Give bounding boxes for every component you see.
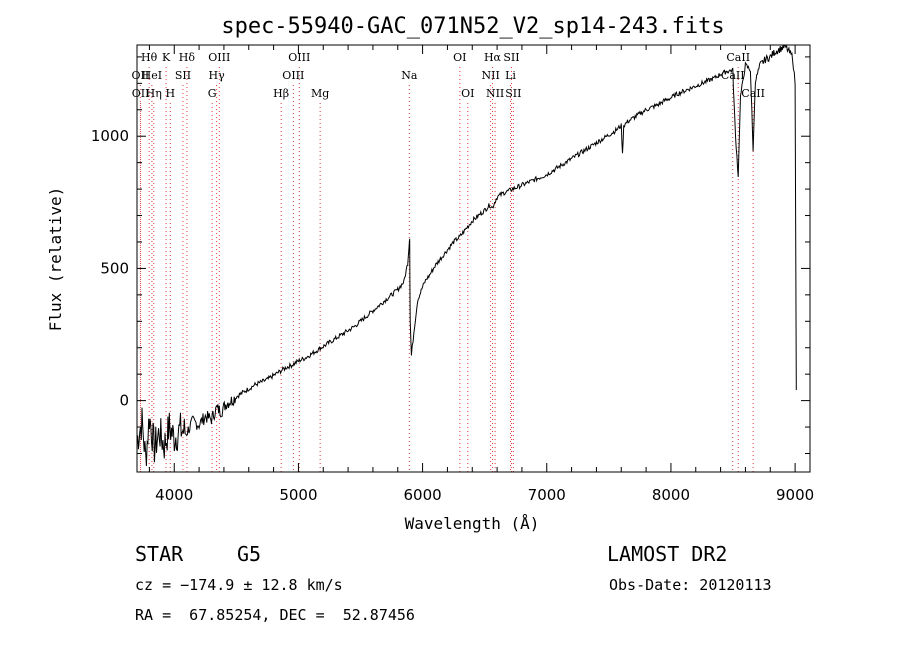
line-marker-label: Mg <box>311 87 329 100</box>
line-marker-label: OI <box>461 87 474 100</box>
ra-dec: RA = 67.85254, DEC = 52.87456 <box>135 606 415 624</box>
line-marker-label: NII <box>486 87 504 100</box>
y-tick-label: 1000 <box>91 127 129 145</box>
y-tick-label: 500 <box>100 259 129 277</box>
y-tick-label: 0 <box>119 392 129 410</box>
line-marker-label: Na <box>401 69 418 82</box>
x-tick-label: 8000 <box>652 486 690 504</box>
line-marker-label: Hθ <box>141 51 158 64</box>
chart-title: spec-55940-GAC_071N52_V2_sp14-243.fits <box>221 14 724 39</box>
line-marker-label: OIII <box>282 69 304 82</box>
survey-name: LAMOST DR2 <box>607 542 728 566</box>
line-marker-label: OII <box>131 69 149 82</box>
line-marker-label: H <box>165 87 175 100</box>
x-tick-label: 7000 <box>528 486 566 504</box>
line-marker-label: K <box>162 51 171 64</box>
obs-date: Obs-Date: 20120113 <box>609 576 772 594</box>
line-marker-label: Hβ <box>273 87 289 100</box>
line-marker-label: HeI <box>142 69 162 82</box>
y-axis: 0 500 1000 <box>91 56 810 454</box>
line-marker-label: OII <box>132 87 150 100</box>
x-axis-label: Wavelength (Å) <box>405 514 540 533</box>
line-marker-label: CaII <box>726 51 750 64</box>
x-tick-label: 9000 <box>776 486 814 504</box>
x-tick-label: 4000 <box>155 486 193 504</box>
line-marker-label: Hη <box>146 87 162 100</box>
spectrum-line <box>136 44 797 467</box>
x-tick-label: 6000 <box>403 486 441 504</box>
line-marker-label: NII <box>481 69 499 82</box>
subclass: G5 <box>237 542 262 566</box>
line-marker-label: Hδ <box>179 51 196 64</box>
line-marker-label: OI <box>453 51 466 64</box>
x-tick-label: 5000 <box>279 486 317 504</box>
plot-frame <box>136 44 811 473</box>
line-marker-label: OIII <box>288 51 310 64</box>
x-axis: 4000 5000 6000 7000 8000 9000 <box>148 45 814 504</box>
line-marker-label: G <box>208 87 217 100</box>
line-marker-label: SII <box>503 51 519 64</box>
line-marker-label: OIII <box>208 51 230 64</box>
line-marker-label: SII <box>175 69 191 82</box>
line-marker-label: Hα <box>484 51 502 64</box>
redshift-cz: cz = −174.9 ± 12.8 km/s <box>135 576 343 594</box>
line-marker-label: Li <box>505 69 516 82</box>
y-axis-label: Flux (relative) <box>46 187 65 332</box>
line-marker-label: Hγ <box>209 69 226 82</box>
object-class: STAR <box>135 542 184 566</box>
line-marker-label: SII <box>505 87 521 100</box>
line-marker-label: CaII <box>741 87 765 100</box>
